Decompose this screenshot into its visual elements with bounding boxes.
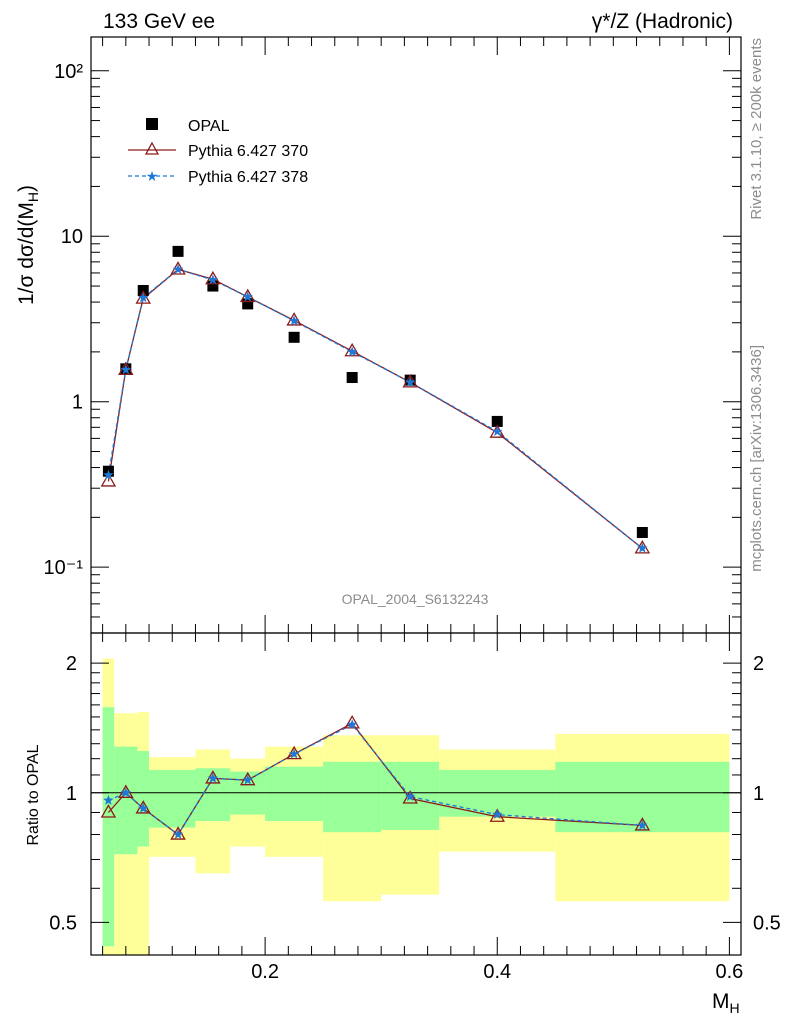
ratio-axis-ticks: 0.2 0.4 0.6 0.5 0.5 1 1 2 2 [49, 633, 781, 983]
opal-point [636, 526, 648, 538]
pythia378-point [207, 274, 219, 285]
pythia370-point [205, 270, 221, 285]
ratio-pythia378-point [492, 809, 503, 819]
pythia378-point [346, 346, 358, 357]
opal-point [172, 245, 184, 257]
main-y-tick-label: 10 [61, 226, 83, 248]
ratio-y-tick-label-right: 1 [753, 783, 764, 805]
band-inner-bin [102, 707, 115, 947]
ratio-y-tick-label-right: 2 [753, 653, 764, 675]
ratio-pythia370-point [402, 790, 418, 804]
ratio-y-tick-label: 2 [66, 653, 77, 675]
band-inner-bin [114, 746, 138, 855]
x-tick-label: 0.2 [251, 961, 279, 983]
band-inner-bin [323, 761, 382, 833]
ratio-pythia378-point [405, 791, 416, 801]
ratio-pythia370-point [100, 804, 117, 818]
ratio-y-tick-label: 0.5 [49, 912, 77, 934]
ratio-pythia378-point [207, 772, 219, 783]
ratio-pythia378-point [637, 819, 648, 830]
band-inner-bin [265, 766, 324, 821]
ratio-pythia378-point [346, 719, 358, 729]
rivet-version-text: Rivet 3.1.10, ≥ 200k events [748, 38, 765, 220]
header-left: 133 GeV ee [103, 10, 215, 33]
ratio-pythia378-line [108, 723, 643, 836]
ratio-pythia378-point [172, 829, 184, 839]
legend-pythia370-label: Pythia 6.427 370 [188, 143, 308, 160]
pythia378-point [138, 292, 149, 303]
legend: OPAL Pythia 6.427 370 ★ Pythia 6.427 378 [128, 118, 308, 186]
x-axis-title: MH [712, 990, 740, 1016]
ratio-pythia370-point [489, 808, 506, 822]
ratio-ylabel: Ratio to OPAL [25, 744, 42, 845]
pythia370-line [107, 268, 643, 549]
main-series-layer [100, 245, 651, 554]
pythia370-point [489, 424, 506, 438]
pythia378-point [120, 364, 132, 375]
ratio-pythia378-point [138, 802, 149, 813]
analysis-watermark: OPAL_2004_S6132243 [342, 591, 489, 607]
x-tick-label: 0.6 [715, 961, 743, 983]
uncertainty-band-inner [102, 707, 730, 947]
legend-pythia378-marker: ★ [146, 168, 159, 184]
legend-pythia370-marker [144, 141, 160, 155]
pythia370-point [100, 473, 117, 487]
opal-point [242, 298, 254, 310]
legend-pythia378-label: Pythia 6.427 378 [188, 169, 308, 186]
band-inner-bin [137, 751, 150, 847]
svg-text:MH: MH [712, 990, 740, 1016]
main-y-tick-label: 10² [54, 61, 83, 83]
opal-point [491, 415, 503, 427]
pythia378-point [103, 469, 114, 480]
pythia378-line [107, 268, 643, 549]
header-right: γ*/Z (Hadronic) [592, 10, 733, 33]
pythia378-point [405, 376, 416, 387]
pythia378-point [288, 315, 300, 326]
ratio-pythia370-point [344, 714, 360, 729]
ratio-pythia378-point [103, 794, 114, 805]
pythia378-point [637, 542, 648, 553]
opal-point [346, 372, 358, 384]
pythia378-point [172, 263, 184, 274]
mcplots-text: mcplots.cern.ch [arXiv:1306.3436] [748, 345, 765, 572]
legend-opal-label: OPAL [188, 118, 230, 135]
ratio-series-layer [100, 714, 651, 840]
ratio-y-tick-label-right: 0.5 [753, 912, 781, 934]
main-axis-ticks: 10⁻¹ 1 10 10² [44, 37, 741, 634]
ratio-y-tick-label: 1 [66, 783, 77, 805]
x-tick-label: 0.4 [483, 961, 511, 983]
pythia378-point [492, 426, 503, 436]
opal-point [207, 280, 219, 292]
main-y-tick-label: 10⁻¹ [44, 557, 84, 579]
ratio-pythia378-point [242, 774, 253, 785]
main-ylabel: 1/σ dσ/d(MH) [15, 185, 41, 305]
main-y-tick-label: 1 [72, 392, 83, 414]
pythia378-point [242, 291, 253, 302]
pythia370-point [344, 342, 360, 357]
ratio-pythia378-point [120, 787, 132, 798]
opal-point [288, 331, 300, 343]
svg-text:1/σ dσ/d(MH): 1/σ dσ/d(MH) [15, 185, 41, 305]
ratio-plot-frame [90, 632, 742, 956]
legend-opal-marker [146, 118, 158, 130]
ratio-pythia378-point [288, 748, 300, 759]
